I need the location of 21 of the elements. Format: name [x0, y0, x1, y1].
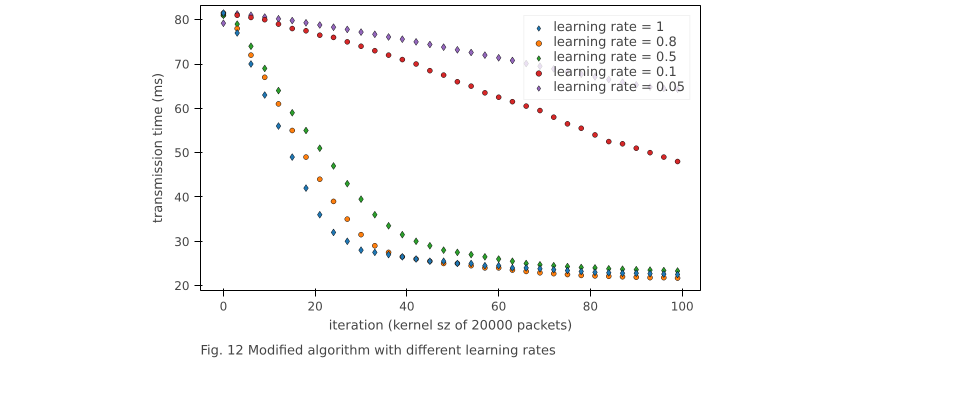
caption: Fig. 12 Modified algorithm with different learning rates — [200, 344, 556, 358]
x-tick-label: 80 — [582, 300, 598, 314]
y-tick-label: 30 — [174, 234, 190, 249]
x-axis-title: iteration (kernel sz of 20000 packets) — [328, 318, 572, 334]
y-tick-label: 70 — [174, 58, 190, 72]
x-tick-label: 20 — [308, 300, 323, 314]
x-tick-label: 60 — [491, 300, 506, 314]
x-tick-label: 0 — [220, 300, 228, 314]
legend-label: learning rate = 0.5 — [553, 50, 677, 65]
x-tick-label: 100 — [670, 300, 694, 314]
y-tick-label: 80 — [174, 13, 190, 28]
y-tick-label: 60 — [174, 102, 190, 116]
y-tick-label: 20 — [174, 279, 190, 294]
y-axis-title: transmission time (ms) — [151, 72, 166, 224]
legend-label: learning rate = 0.1 — [553, 65, 677, 80]
legend-label: learning rate = 0.05 — [553, 80, 685, 95]
legend-label: learning rate = 1 — [553, 20, 664, 35]
x-tick-label: 40 — [399, 300, 415, 314]
y-tick-label: 40 — [174, 190, 190, 204]
y-tick-label: 50 — [174, 146, 190, 160]
legend-label: learning rate = 0.8 — [553, 35, 677, 50]
